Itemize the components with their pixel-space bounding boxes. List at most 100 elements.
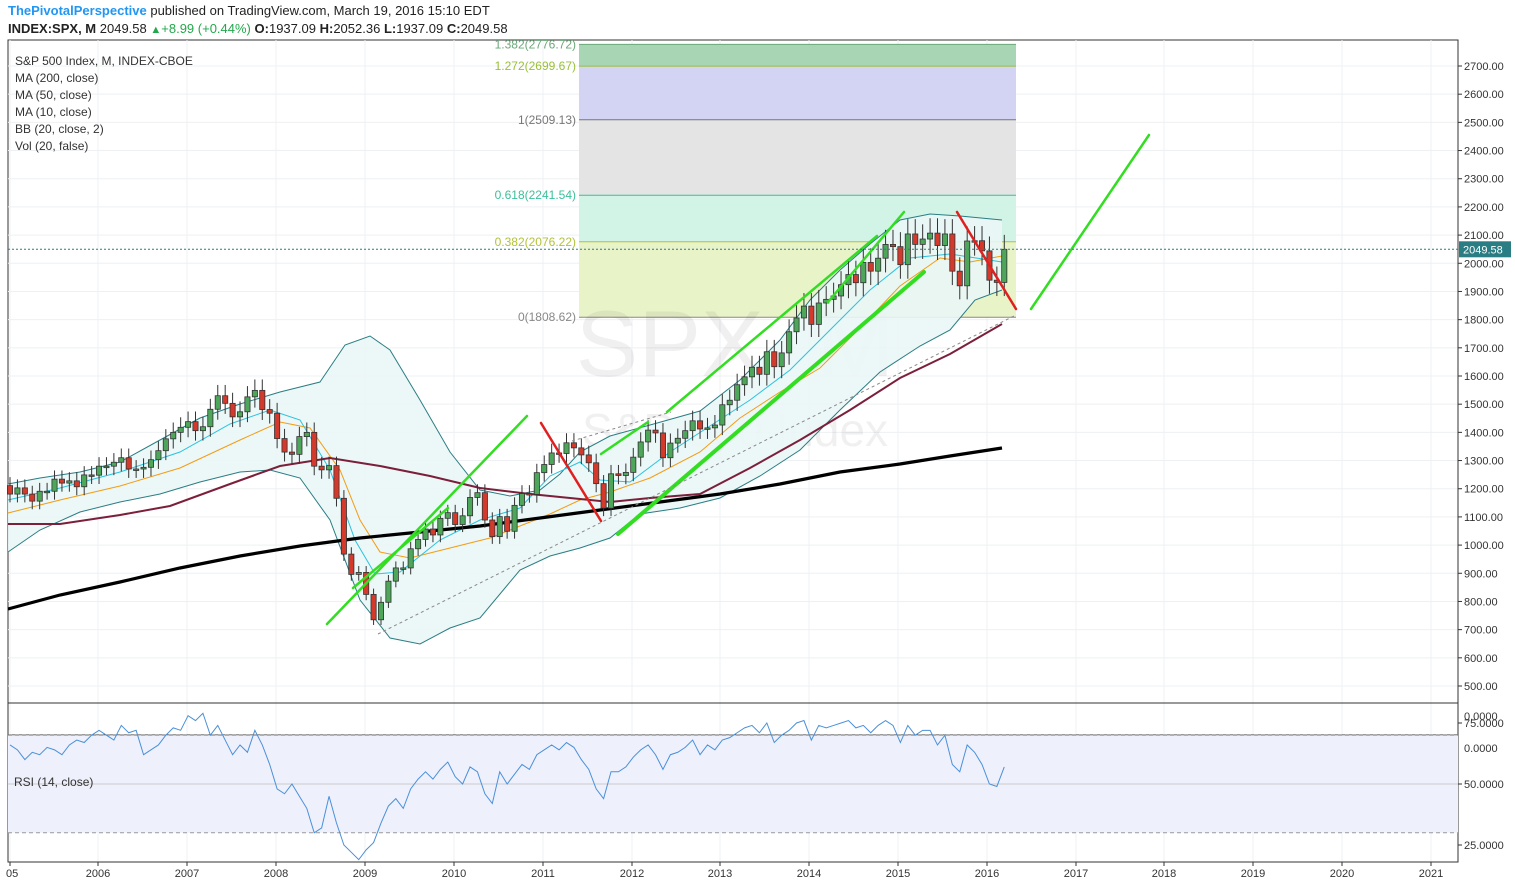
low-value: 1937.09 (396, 21, 444, 36)
candle-up (704, 427, 711, 430)
candle-up (66, 480, 73, 484)
candle-up (385, 580, 392, 603)
candle-up (800, 305, 807, 319)
green-trendline (1029, 133, 1151, 311)
candle-up (140, 466, 147, 470)
y-tick-label: 1400.00 (1464, 427, 1504, 439)
candle-up (726, 399, 733, 406)
candle-up (415, 539, 422, 550)
x-tick-label: 2021 (1419, 868, 1443, 880)
open-value: 1937.09 (268, 21, 316, 36)
candle-up (927, 232, 934, 240)
y-tick-label: 1900.00 (1464, 286, 1504, 298)
candle-up (110, 461, 117, 467)
candle-down (274, 412, 281, 439)
rsi-pane: 25.0000 50.0000 75.0000 RSI (14, close) (8, 712, 1504, 861)
y-tick-label: 1200.00 (1464, 484, 1504, 496)
candle-up (541, 464, 548, 474)
candle-up (303, 431, 310, 437)
y-tick-label: 2300.00 (1464, 174, 1504, 186)
candle-up (667, 442, 674, 459)
green-trendline (665, 234, 879, 414)
candle-up (711, 424, 718, 429)
candle-up (496, 516, 503, 538)
candle-up (459, 515, 466, 525)
candle-down (288, 451, 295, 455)
candle-up (237, 411, 244, 418)
candle-up (674, 437, 681, 444)
close-value: 2049.58 (460, 21, 508, 36)
y-tick-label: 1800.00 (1464, 315, 1504, 327)
dashed-trendline (571, 411, 672, 442)
y-tick-label: 1600.00 (1464, 371, 1504, 383)
legend-title: S&P 500 Index, M, INDEX-CBOE (15, 54, 193, 68)
candle-up (533, 472, 540, 495)
fib-label: 0.382(2076.22) (495, 235, 576, 249)
y-tick-label: 1700.00 (1464, 343, 1504, 355)
candle-down (370, 594, 377, 621)
candle-down (481, 492, 488, 521)
author-link[interactable]: ThePivotalPerspective (8, 3, 147, 18)
x-tick-label: 2011 (531, 868, 555, 880)
candle-up (133, 468, 140, 471)
axes: 500.00 600.00 700.00 800.00 900.00 1000.00 110… (6, 61, 1511, 880)
candle-up (422, 528, 429, 540)
candle-up (719, 404, 726, 426)
candle-up (1001, 248, 1008, 283)
candle-down (615, 473, 622, 476)
candle-down (333, 465, 340, 499)
ohlc-line: INDEX:SPX, M 2049.58 ▲+8.99 (+0.44%) O:1… (8, 21, 508, 36)
green-trendline (826, 210, 906, 304)
candle-down (504, 516, 511, 532)
candle-down (659, 432, 666, 459)
candle-up (964, 240, 971, 287)
ma-10b-line (7, 253, 1003, 575)
candle-up (875, 257, 882, 272)
candle-up (162, 438, 169, 452)
candle-up (44, 490, 51, 494)
candle-up (882, 243, 889, 259)
legend-item: BB (20, close, 2) (15, 122, 104, 136)
candle-up (511, 504, 518, 532)
candle-down (192, 421, 199, 432)
y-tick-label: 1100.00 (1464, 512, 1503, 524)
x-tick-label: 2010 (442, 868, 466, 880)
y-tick-label: 900.00 (1464, 568, 1498, 580)
candle-up (170, 431, 177, 440)
x-tick-label: 05 (6, 868, 18, 880)
candle-down (852, 274, 859, 284)
candle-up (734, 384, 741, 401)
candle-up (919, 238, 926, 245)
high-value: 2052.36 (333, 21, 381, 36)
candle-up (437, 517, 444, 536)
candle-down (318, 465, 325, 471)
candle-up (608, 473, 615, 509)
dashed-trendline (377, 315, 1015, 635)
candle-up (214, 395, 221, 410)
candle-down (21, 487, 28, 495)
candle-down (585, 454, 592, 464)
x-tick-label: 2012 (620, 868, 644, 880)
candle-up (689, 420, 696, 432)
rsi-title: RSI (14, close) (14, 775, 93, 789)
published-text: published on TradingView.com, March 19, … (146, 3, 490, 18)
price-tag-label: 2049.58 (1463, 244, 1503, 256)
candle-down (229, 402, 236, 418)
candle-up (96, 465, 103, 476)
candle-up (474, 492, 481, 498)
x-tick-label: 2020 (1330, 868, 1354, 880)
legend-item: MA (200, close) (15, 71, 98, 85)
rsi-line (9, 712, 1005, 861)
candle-up (630, 456, 637, 473)
fib-label: 1.382(2776.72) (495, 37, 576, 51)
close-label: C: (446, 21, 461, 36)
candle-down (340, 497, 347, 555)
candle-up (296, 436, 303, 455)
candle-up (548, 452, 555, 465)
candle-up (645, 429, 652, 443)
candle-up (251, 389, 258, 398)
candle-down (259, 389, 266, 410)
candle-down (58, 478, 65, 484)
y-tick-label: 2600.00 (1464, 89, 1504, 101)
